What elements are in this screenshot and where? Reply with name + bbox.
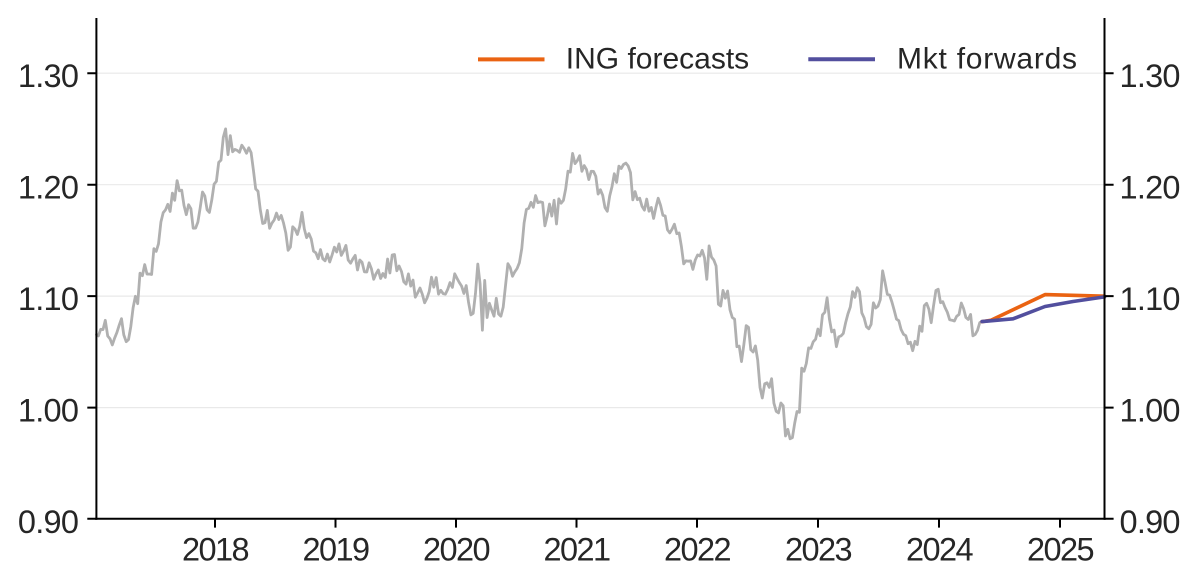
svg-text:0.90: 0.90 (1120, 504, 1180, 540)
svg-text:2019: 2019 (303, 532, 369, 568)
svg-text:2024: 2024 (906, 532, 973, 568)
svg-text:2025: 2025 (1027, 532, 1093, 568)
svg-text:0.90: 0.90 (18, 504, 78, 540)
svg-text:ING forecasts: ING forecasts (566, 42, 749, 75)
svg-text:1.20: 1.20 (1120, 170, 1180, 206)
svg-text:1.00: 1.00 (18, 393, 78, 429)
svg-text:Mkt forwards: Mkt forwards (897, 42, 1078, 75)
svg-text:1.10: 1.10 (18, 281, 78, 317)
svg-text:1.30: 1.30 (1120, 58, 1180, 94)
svg-text:2018: 2018 (182, 532, 248, 568)
svg-text:2021: 2021 (544, 532, 610, 568)
svg-text:1.20: 1.20 (18, 170, 78, 206)
svg-text:1.00: 1.00 (1120, 393, 1180, 429)
svg-text:2023: 2023 (785, 532, 851, 568)
svg-text:1.30: 1.30 (18, 58, 78, 94)
svg-text:2020: 2020 (423, 532, 489, 568)
svg-text:1.10: 1.10 (1120, 281, 1180, 317)
svg-text:2022: 2022 (664, 532, 730, 568)
